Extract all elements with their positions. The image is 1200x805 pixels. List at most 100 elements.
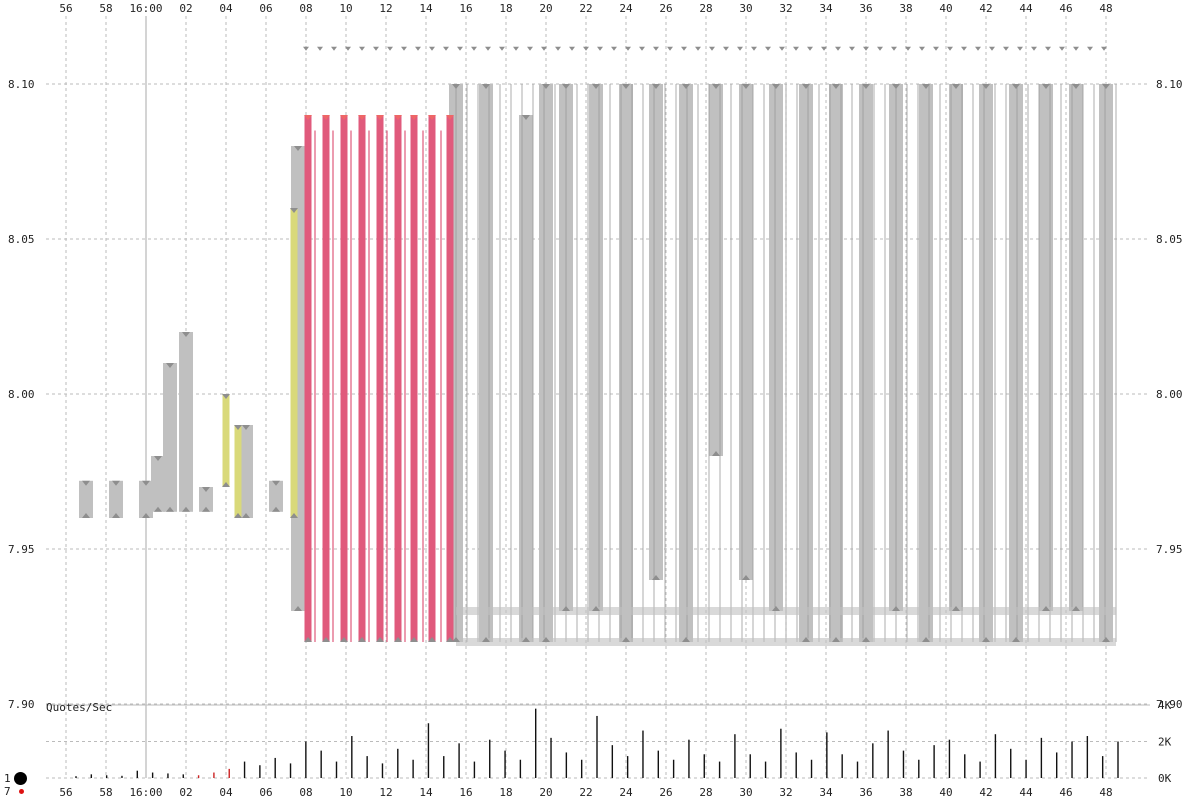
- top-marker: [583, 46, 589, 51]
- ask-marker: [622, 84, 630, 89]
- bid-marker: [832, 637, 840, 642]
- top-marker: [709, 46, 715, 51]
- top-marker: [1073, 46, 1079, 51]
- ask-marker: [1102, 84, 1110, 89]
- top-marker: [527, 46, 533, 51]
- price-band: [1039, 84, 1053, 611]
- x-tick-label-top: 16: [459, 2, 472, 15]
- x-tick-label-bottom: 18: [499, 786, 512, 799]
- x-tick-label-bottom: 40: [939, 786, 952, 799]
- top-marker: [303, 46, 309, 51]
- y-tick-label-right: 8.05: [1156, 233, 1183, 246]
- bid-marker: [394, 637, 402, 642]
- ask-marker: [410, 115, 418, 120]
- price-band: [340, 115, 348, 642]
- x-tick-label-top: 28: [699, 2, 712, 15]
- bid-marker: [592, 606, 600, 611]
- top-marker: [919, 46, 925, 51]
- x-tick-label-top: 18: [499, 2, 512, 15]
- bid-marker: [1102, 637, 1110, 642]
- x-tick-label-bottom: 32: [779, 786, 792, 799]
- price-band: [79, 480, 93, 518]
- top-marker: [779, 46, 785, 51]
- x-tick-label-top: 20: [539, 2, 552, 15]
- x-tick-label-top: 04: [219, 2, 233, 15]
- price-band: [376, 115, 384, 642]
- ladder-row: [456, 607, 1116, 615]
- ask-marker: [952, 84, 960, 89]
- top-marker: [681, 46, 687, 51]
- x-tick-label-bottom: 22: [579, 786, 592, 799]
- bid-marker: [712, 451, 720, 456]
- bid-marker: [242, 513, 250, 518]
- ladder-row: [456, 638, 1116, 646]
- price-band: [394, 115, 402, 642]
- top-marker: [765, 46, 771, 51]
- bid-marker: [82, 513, 90, 518]
- bid-marker: [340, 637, 348, 642]
- legend-small-label: 7: [4, 785, 11, 798]
- top-marker: [807, 46, 813, 51]
- x-tick-label-top: 16:00: [129, 2, 162, 15]
- x-tick-label-bottom: 24: [619, 786, 633, 799]
- y-tick-label-left: 8.10: [8, 78, 35, 91]
- top-marker: [1031, 46, 1037, 51]
- x-tick-label-bottom: 26: [659, 786, 672, 799]
- price-band: [859, 84, 873, 642]
- x-tick-label-bottom: 10: [339, 786, 352, 799]
- top-marker: [317, 46, 323, 51]
- bid-marker: [1072, 606, 1080, 611]
- price-band: [919, 84, 933, 642]
- x-tick-label-top: 56: [59, 2, 72, 15]
- top-marker: [905, 46, 911, 51]
- price-band: [163, 363, 177, 512]
- ask-marker: [446, 115, 454, 120]
- x-tick-label-bottom: 56: [59, 786, 72, 799]
- top-marker: [611, 46, 617, 51]
- bid-marker: [428, 637, 436, 642]
- bid-marker: [446, 637, 454, 642]
- ask-marker: [1072, 84, 1080, 89]
- y-tick-label-left: 8.05: [8, 233, 35, 246]
- y-tick-label-right: 8.00: [1156, 388, 1183, 401]
- volume-tick-label: 4K: [1158, 699, 1172, 712]
- ask-marker: [982, 84, 990, 89]
- price-band: [649, 84, 663, 580]
- price-band: [1009, 84, 1023, 642]
- top-marker: [443, 46, 449, 51]
- ask-marker: [182, 332, 190, 337]
- bid-marker: [622, 637, 630, 642]
- x-tick-label-bottom: 06: [259, 786, 272, 799]
- x-tick-label-top: 14: [419, 2, 433, 15]
- x-tick-label-top: 24: [619, 2, 633, 15]
- ask-marker: [82, 480, 90, 486]
- ask-marker: [376, 115, 384, 120]
- top-marker: [485, 46, 491, 51]
- ask-marker: [1012, 84, 1020, 89]
- x-tick-label-top: 26: [659, 2, 672, 15]
- x-tick-label-top: 58: [99, 2, 112, 15]
- ask-marker: [202, 487, 210, 492]
- x-tick-label-bottom: 08: [299, 786, 312, 799]
- bid-marker: [202, 506, 210, 512]
- price-band: [109, 480, 123, 518]
- legend-large-dot: [14, 772, 27, 785]
- top-marker: [1059, 46, 1065, 51]
- volume-title: Quotes/Sec: [46, 701, 112, 714]
- x-tick-label-top: 46: [1059, 2, 1072, 15]
- price-band: [799, 84, 813, 642]
- ask-marker: [166, 363, 174, 368]
- top-marker: [569, 46, 575, 51]
- top-marker: [387, 46, 393, 51]
- top-marker: [359, 46, 365, 51]
- top-marker: [345, 46, 351, 51]
- x-tick-label-bottom: 36: [859, 786, 872, 799]
- ask-marker: [482, 84, 490, 89]
- ask-marker: [542, 84, 550, 89]
- top-marker: [639, 46, 645, 51]
- price-band: [949, 84, 963, 611]
- bid-marker: [652, 575, 660, 580]
- top-marker: [877, 46, 883, 51]
- volume-tick-label: 0K: [1158, 772, 1172, 785]
- top-marker: [625, 46, 631, 51]
